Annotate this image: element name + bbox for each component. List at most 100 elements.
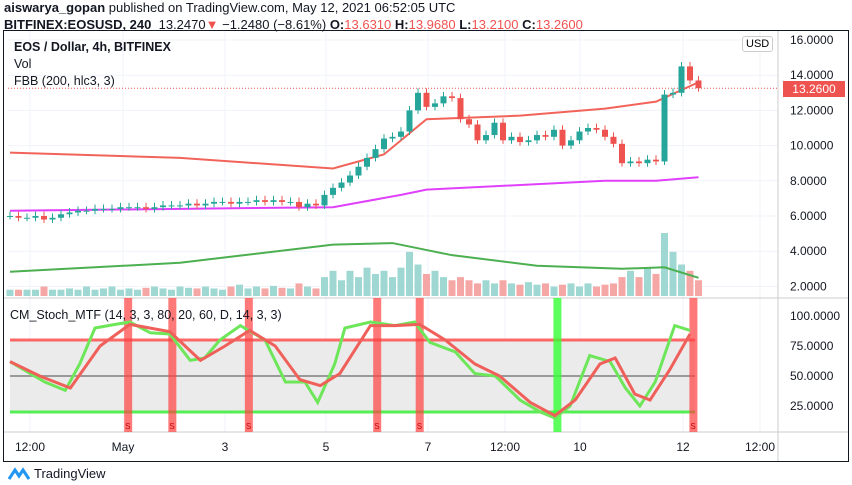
stoch-tick-label: 75.0000	[790, 339, 834, 353]
volume-bar	[516, 284, 524, 296]
volume-bar	[686, 270, 694, 296]
volume-bar	[635, 277, 643, 296]
chart-frame[interactable]	[3, 30, 849, 462]
stoch-legend[interactable]: CM_Stoch_MTF (14, 3, 3, 80, 20, 60, D, 1…	[10, 308, 282, 322]
candle-body	[109, 208, 115, 210]
volume-bar	[601, 284, 609, 296]
price-change: −1.2480 (−8.61%)	[222, 17, 327, 32]
volume-bar	[465, 280, 473, 296]
candle-body	[100, 208, 107, 210]
sell-signal-mark: S	[374, 422, 379, 431]
candle-body	[364, 157, 370, 167]
candle-body	[542, 135, 549, 137]
volume-bar	[159, 288, 167, 296]
volume-bar	[176, 286, 184, 296]
candle-body	[75, 210, 81, 213]
sell-signal-bar	[373, 298, 382, 432]
volume-bar	[363, 267, 371, 296]
time-tick-label: 10	[573, 440, 587, 454]
stoch-tick-label: 100.0000	[790, 309, 840, 323]
volume-bar	[474, 283, 481, 296]
volume-bar	[550, 286, 558, 296]
candle-body	[508, 136, 515, 141]
volume-bar	[32, 289, 39, 296]
volume-bar	[6, 289, 14, 296]
volume-bar	[23, 289, 31, 296]
candle-body	[678, 66, 685, 93]
volume-bar	[593, 286, 600, 296]
volume-bar	[253, 286, 260, 296]
volume-bar	[49, 289, 56, 296]
candle-body	[296, 201, 302, 208]
candle-body	[245, 201, 251, 203]
volume-bar	[440, 277, 447, 296]
vol-legend[interactable]: Vol	[14, 57, 32, 71]
candle-body	[313, 203, 319, 206]
volume-bar	[193, 288, 201, 296]
candle-body	[304, 203, 311, 208]
candle-body	[15, 216, 22, 218]
volume-bar	[244, 288, 252, 296]
candle-body	[381, 138, 387, 150]
volume-bar	[202, 286, 209, 296]
volume-bar	[406, 251, 413, 296]
volume-bar	[499, 280, 507, 296]
volume-bar	[117, 289, 124, 296]
volume-bar	[695, 280, 702, 296]
candle-body	[32, 216, 39, 218]
publish-line: aiswarya_gopan published on TradingView.…	[4, 0, 455, 15]
candle-body	[432, 103, 438, 107]
volume-bar	[423, 273, 430, 296]
time-tick-label: 12:00	[490, 440, 520, 454]
candle-body	[49, 217, 56, 220]
candle-body	[262, 200, 268, 202]
volume-bar	[219, 289, 226, 296]
volume-bar	[627, 270, 634, 296]
sell-signal-mark: S	[417, 422, 422, 431]
currency-badge[interactable]: USD	[742, 36, 774, 52]
volume-bar	[278, 287, 286, 296]
candle-body	[92, 208, 98, 211]
down-arrow-icon: ▼	[205, 17, 219, 32]
open-label: O:	[329, 17, 345, 32]
close-value: 13.2600	[535, 17, 583, 32]
fbb-lower-line	[9, 176, 699, 212]
candle-body	[440, 96, 447, 104]
tradingview-logo[interactable]: TradingView	[8, 466, 106, 481]
volume-bar	[270, 285, 277, 296]
volume-bar	[576, 286, 583, 296]
symbol: BITFINEX:EOSUSD, 240	[4, 17, 152, 32]
price-tick-label: 8.0000	[790, 174, 827, 188]
fbb-legend[interactable]: FBB (200, hlc3, 3)	[14, 74, 115, 88]
low-label: L:	[459, 17, 472, 32]
brand-name: TradingView	[34, 466, 106, 481]
price-tick-label: 10.0000	[790, 139, 834, 153]
candle-body	[83, 210, 90, 212]
candle-body	[593, 128, 600, 130]
volume-bar	[355, 277, 362, 296]
price-tick-label: 2.0000	[790, 279, 827, 293]
low-value: 13.2100	[471, 17, 519, 32]
price-tick-label: 4.0000	[790, 244, 827, 258]
volume-bar	[678, 264, 685, 296]
open-value: 13.6310	[344, 17, 392, 32]
candle-body	[66, 212, 73, 215]
price-tick-label: 6.0000	[790, 209, 827, 223]
candle-body	[219, 201, 226, 203]
candle-body	[58, 214, 64, 218]
candle-body	[236, 201, 243, 204]
candle-body	[143, 207, 149, 209]
time-tick-label: 12:00	[15, 440, 45, 454]
candle-body	[449, 96, 455, 99]
volume-bar	[40, 286, 48, 296]
volume-bar	[15, 289, 22, 296]
candle-body	[253, 200, 260, 202]
volume-bar	[100, 288, 107, 296]
volume-bar	[236, 284, 243, 296]
volume-bar	[295, 283, 303, 296]
chart-title: EOS / Dollar, 4h, BITFINEX	[14, 40, 171, 54]
candle-body	[517, 136, 523, 143]
candle-body	[576, 131, 583, 141]
stoch-tick-label: 25.0000	[790, 399, 834, 413]
